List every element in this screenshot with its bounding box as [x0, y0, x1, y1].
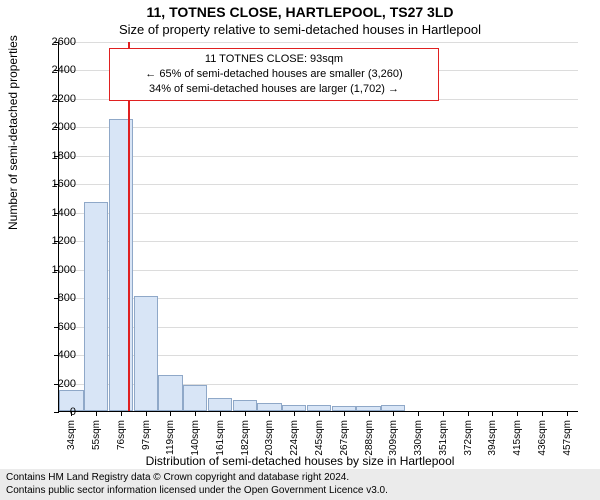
- histogram-bar: [233, 400, 257, 411]
- x-tick-mark: [567, 411, 568, 416]
- x-tick-mark: [492, 411, 493, 416]
- x-tick-mark: [170, 411, 171, 416]
- y-tick-label: 1000: [40, 264, 76, 276]
- y-tick-label: 200: [40, 378, 76, 390]
- x-tick-mark: [121, 411, 122, 416]
- annotation-line-3: 34% of semi-detached houses are larger (…: [118, 82, 430, 97]
- gridline: [59, 241, 578, 242]
- gridline: [59, 270, 578, 271]
- y-tick-label: 2600: [40, 36, 76, 48]
- x-tick-label: 330sqm: [413, 420, 424, 464]
- x-tick-mark: [245, 411, 246, 416]
- x-tick-mark: [517, 411, 518, 416]
- x-tick-mark: [195, 411, 196, 416]
- x-tick-label: 203sqm: [264, 420, 275, 464]
- gridline: [59, 213, 578, 214]
- x-tick-label: 182sqm: [240, 420, 251, 464]
- histogram-bar: [134, 296, 158, 411]
- annotation-line-2: ← 65% of semi-detached houses are smalle…: [118, 67, 430, 82]
- x-tick-mark: [146, 411, 147, 416]
- histogram-bar: [158, 375, 182, 411]
- chart-container: 11, TOTNES CLOSE, HARTLEPOOL, TS27 3LD S…: [0, 0, 600, 500]
- histogram-bar: [84, 202, 108, 411]
- y-tick-label: 2000: [40, 121, 76, 133]
- x-tick-label: 267sqm: [339, 420, 350, 464]
- histogram-bar: [183, 385, 207, 411]
- histogram-bar: [257, 403, 281, 411]
- gridline: [59, 127, 578, 128]
- y-tick-label: 2200: [40, 93, 76, 105]
- y-tick-label: 1600: [40, 178, 76, 190]
- x-tick-label: 224sqm: [289, 420, 300, 464]
- plot-area: 11 TOTNES CLOSE: 93sqm ← 65% of semi-det…: [58, 42, 578, 412]
- x-tick-mark: [418, 411, 419, 416]
- y-tick-label: 400: [40, 349, 76, 361]
- y-tick-label: 600: [40, 321, 76, 333]
- histogram-bar: [208, 398, 232, 411]
- x-tick-mark: [393, 411, 394, 416]
- x-tick-mark: [96, 411, 97, 416]
- x-tick-label: 245sqm: [314, 420, 325, 464]
- y-tick-label: 0: [40, 406, 76, 418]
- gridline: [59, 156, 578, 157]
- y-tick-label: 2400: [40, 64, 76, 76]
- x-tick-mark: [294, 411, 295, 416]
- annotation-box: 11 TOTNES CLOSE: 93sqm ← 65% of semi-det…: [109, 48, 439, 101]
- x-tick-mark: [542, 411, 543, 416]
- x-tick-mark: [269, 411, 270, 416]
- x-tick-label: 97sqm: [141, 420, 152, 464]
- chart-title-1: 11, TOTNES CLOSE, HARTLEPOOL, TS27 3LD: [0, 4, 600, 20]
- x-tick-label: 140sqm: [190, 420, 201, 464]
- x-tick-label: 351sqm: [438, 420, 449, 464]
- y-tick-label: 1400: [40, 207, 76, 219]
- annotation-line-1: 11 TOTNES CLOSE: 93sqm: [118, 52, 430, 67]
- x-tick-mark: [369, 411, 370, 416]
- footer-line-2: Contains public sector information licen…: [6, 485, 594, 498]
- x-tick-label: 288sqm: [364, 420, 375, 464]
- y-tick-label: 1800: [40, 150, 76, 162]
- gridline: [59, 42, 578, 43]
- x-tick-label: 55sqm: [91, 420, 102, 464]
- x-tick-label: 76sqm: [116, 420, 127, 464]
- x-tick-label: 34sqm: [66, 420, 77, 464]
- gridline: [59, 184, 578, 185]
- x-tick-label: 457sqm: [562, 420, 573, 464]
- x-tick-mark: [319, 411, 320, 416]
- x-tick-mark: [443, 411, 444, 416]
- chart-title-2: Size of property relative to semi-detach…: [0, 22, 600, 37]
- x-tick-label: 161sqm: [215, 420, 226, 464]
- footer: Contains HM Land Registry data © Crown c…: [0, 469, 600, 500]
- x-tick-mark: [220, 411, 221, 416]
- x-tick-label: 119sqm: [165, 420, 176, 464]
- x-tick-label: 372sqm: [463, 420, 474, 464]
- footer-line-1: Contains HM Land Registry data © Crown c…: [6, 472, 594, 485]
- x-tick-mark: [468, 411, 469, 416]
- x-tick-label: 436sqm: [537, 420, 548, 464]
- x-tick-label: 309sqm: [388, 420, 399, 464]
- x-axis-label: Distribution of semi-detached houses by …: [0, 454, 600, 468]
- y-tick-label: 1200: [40, 235, 76, 247]
- x-tick-label: 394sqm: [487, 420, 498, 464]
- x-tick-label: 415sqm: [512, 420, 523, 464]
- x-tick-mark: [344, 411, 345, 416]
- y-axis-label: Number of semi-detached properties: [6, 35, 20, 230]
- y-tick-label: 800: [40, 292, 76, 304]
